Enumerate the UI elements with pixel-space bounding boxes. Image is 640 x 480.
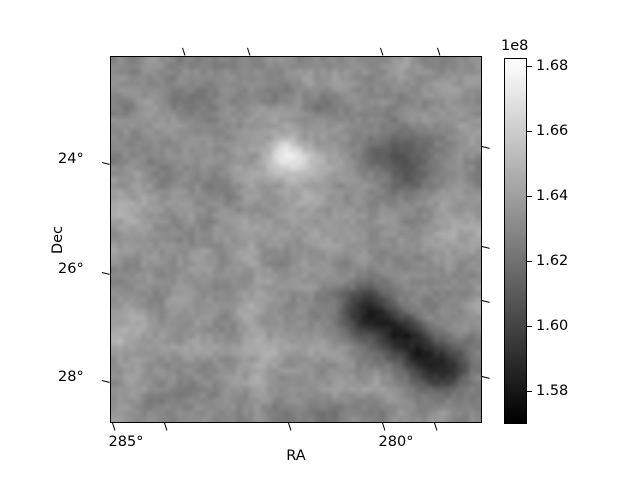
y-tick-mark-right (481, 146, 490, 150)
y-tick-mark (101, 162, 110, 166)
colorbar-tick-mark (527, 131, 532, 133)
colorbar-tick-mark (527, 391, 532, 393)
colorbar-gradient[interactable] (504, 58, 527, 424)
y-tick-label: 28° (58, 368, 84, 385)
x-tick-mark (164, 422, 168, 431)
x-tick-label: 285° (108, 434, 144, 450)
y-tick-label: 24° (58, 150, 84, 167)
colorbar-tick-label: 1.68 (536, 58, 569, 74)
colorbar-tick-mark (527, 196, 532, 198)
y-tick-mark-right (481, 300, 490, 304)
y-tick-label: 26° (58, 260, 84, 277)
colorbar-tick-label: 1.66 (536, 123, 569, 139)
sky-heatmap-image (111, 57, 481, 422)
x-axis-label: RA (286, 448, 306, 464)
y-tick-mark-right (481, 246, 490, 250)
colorbar-offset-text: 1e8 (501, 38, 529, 54)
x-tick-label: 280° (378, 434, 414, 450)
colorbar-tick-mark (527, 261, 532, 263)
x-tick-mark (434, 422, 438, 431)
x-tick-mark (382, 422, 386, 431)
x-tick-mark-top (437, 47, 441, 56)
x-tick-mark (112, 422, 116, 431)
x-tick-mark (288, 422, 292, 431)
colorbar-tick-label: 1.60 (536, 318, 569, 334)
colorbar-tick-label: 1.64 (536, 188, 569, 204)
sky-image-axes[interactable] (110, 56, 482, 423)
colorbar-tick-label: 1.58 (536, 383, 569, 399)
y-tick-mark (101, 272, 110, 276)
x-tick-mark-top (182, 47, 186, 56)
x-tick-mark-top (380, 47, 384, 56)
colorbar-tick-mark (527, 326, 532, 328)
y-tick-mark (101, 380, 110, 384)
colorbar-tick-label: 1.62 (536, 253, 569, 269)
x-tick-mark-top (247, 47, 251, 56)
y-axis-label: Dec (50, 225, 66, 255)
colorbar-tick-mark (527, 66, 532, 68)
y-tick-mark-right (481, 376, 490, 380)
